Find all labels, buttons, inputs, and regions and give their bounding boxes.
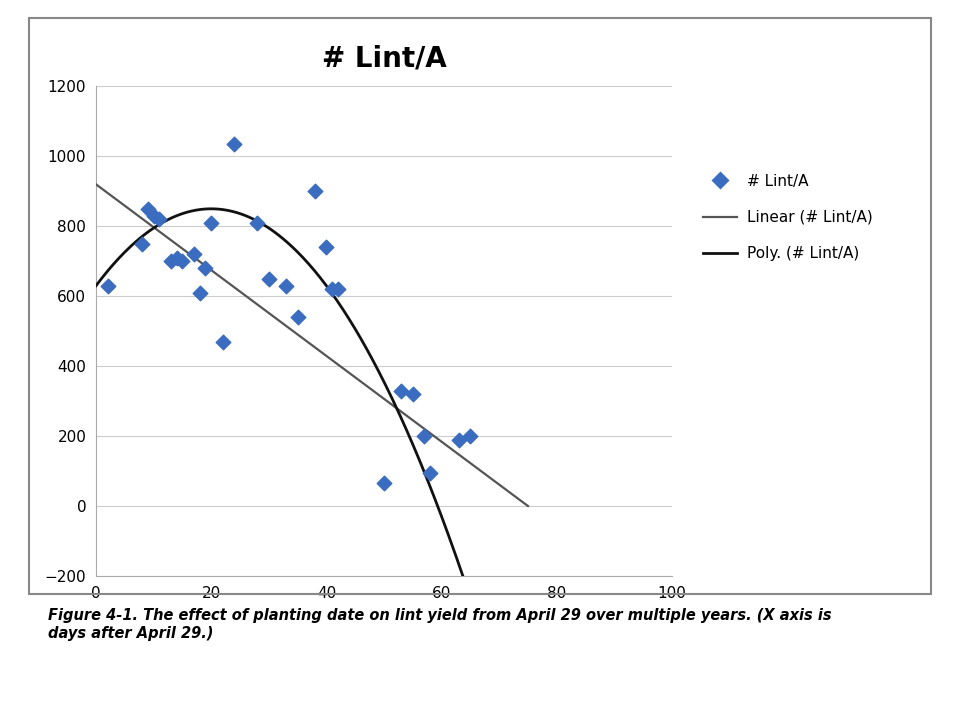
Point [215,336,230,348]
Point [290,312,305,323]
Point [198,263,213,274]
Point [152,214,167,225]
Point [140,203,156,215]
Point [394,385,409,397]
Legend: # Lint/A, Linear (# Lint/A), Poly. (# Lint/A): # Lint/A, Linear (# Lint/A), Poly. (# Li… [697,168,879,267]
Point [261,273,276,284]
Point [163,256,179,267]
Text: Figure 4-1. The effect of planting date on lint yield from April 29 over multipl: Figure 4-1. The effect of planting date … [48,608,831,641]
Point [146,210,161,222]
Point [175,256,190,267]
Point [278,280,294,292]
Point [307,186,323,197]
Point [405,388,420,400]
Point [324,284,340,295]
Point [417,431,432,442]
Point [463,431,478,442]
Title: # Lint/A: # Lint/A [322,45,446,73]
Point [169,252,184,264]
Point [100,280,115,292]
Point [134,238,150,250]
Point [192,287,207,299]
Point [319,241,334,253]
Point [250,217,265,228]
Point [451,434,467,446]
Point [330,284,346,295]
Point [186,248,202,260]
Point [422,467,438,479]
Point [376,477,392,489]
Point [204,217,219,228]
Point [227,138,242,150]
